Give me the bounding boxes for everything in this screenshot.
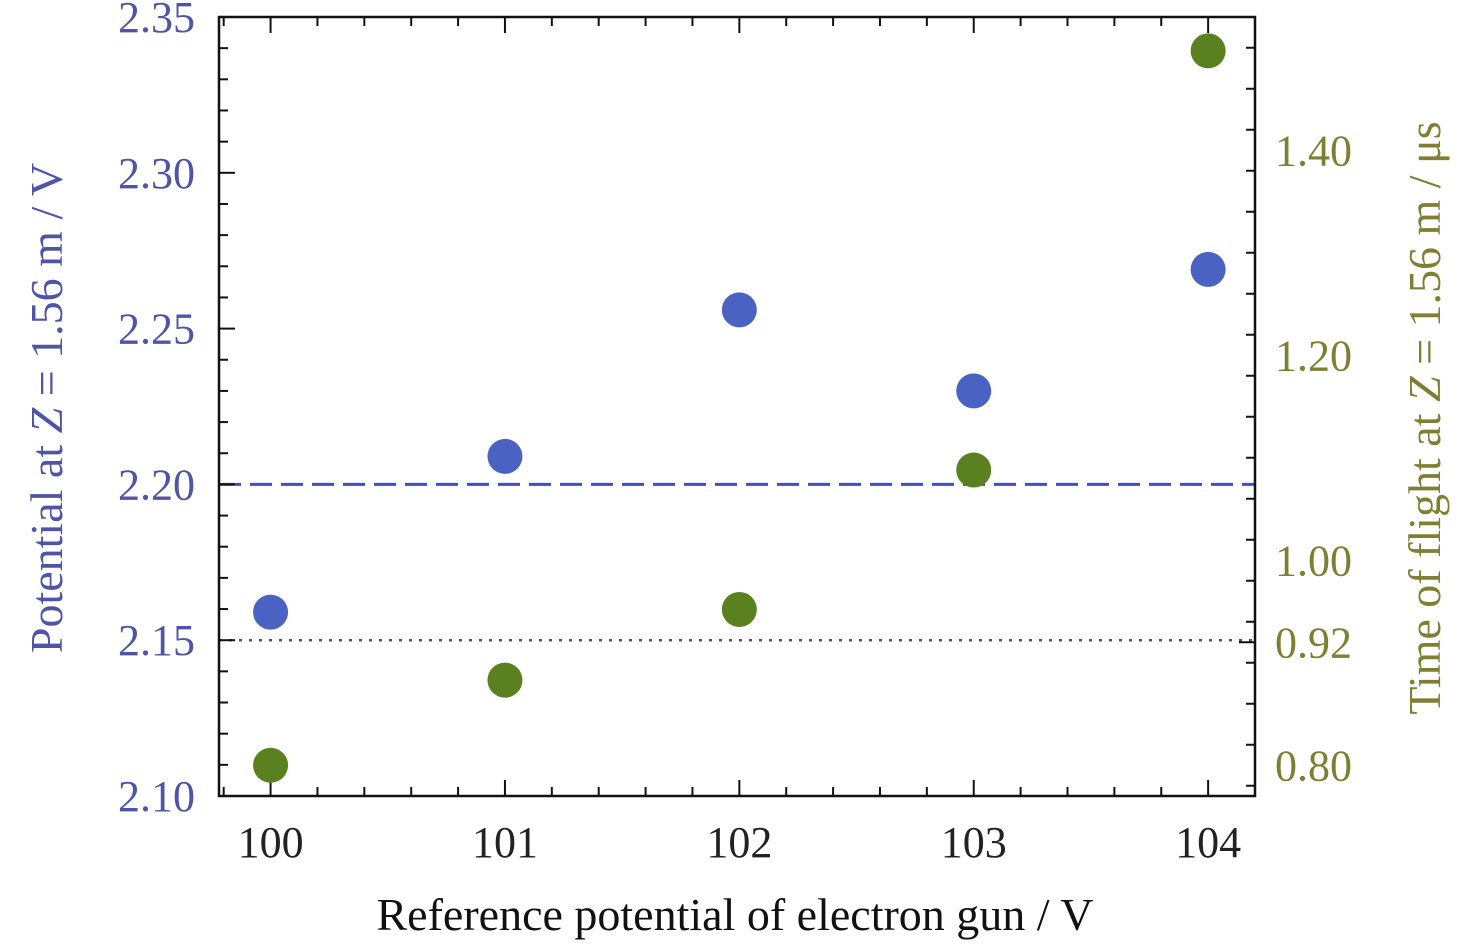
- right-tick-label: 1.00: [1275, 536, 1352, 585]
- potential-point: [1190, 251, 1226, 287]
- potential-point: [253, 594, 289, 630]
- x-axis-title: Reference potential of electron gun / V: [377, 889, 1094, 940]
- right-tick-label: 1.20: [1275, 331, 1352, 380]
- left-axis-title-suffix: = 1.56 m / V: [21, 163, 72, 408]
- potential-point: [721, 292, 757, 328]
- plot-frame: [217, 15, 1257, 798]
- tick-marks: [219, 16, 1256, 797]
- time-of-flight-point: [487, 662, 523, 698]
- left-tick-label: 2.35: [118, 0, 195, 42]
- left-axis-title: Potential at Z = 1.56 m / V: [21, 163, 72, 653]
- x-tick-label: 102: [706, 818, 772, 867]
- left-axis-title-variable: Z: [21, 407, 72, 433]
- right-tick-label: 0.80: [1275, 741, 1352, 790]
- right-axis-tick-labels: 0.80 0.92 1.00 1.20 1.40: [1275, 126, 1352, 790]
- left-tick-label: 2.10: [118, 772, 195, 821]
- x-tick-label: 100: [238, 818, 304, 867]
- left-tick-label: 2.20: [118, 460, 195, 509]
- right-axis-title-variable: Z: [1399, 376, 1450, 402]
- x-tick-label: 103: [941, 818, 1007, 867]
- time-of-flight-point: [721, 591, 757, 627]
- right-axis-title-suffix: = 1.56 m / μs: [1399, 121, 1450, 376]
- time-of-flight-point: [253, 747, 289, 783]
- reference-lines: [219, 482, 1255, 642]
- x-tick-label: 104: [1175, 818, 1241, 867]
- time-of-flight-point: [956, 452, 992, 488]
- x-axis-tick-labels: 100 101 102 103 104: [238, 818, 1242, 867]
- right-tick-label: 0.92: [1275, 618, 1352, 667]
- left-axis-title-prefix: Potential at: [21, 433, 72, 653]
- potential-point: [956, 373, 992, 409]
- time-of-flight-point: [1190, 33, 1226, 69]
- left-tick-label: 2.30: [118, 149, 195, 198]
- data-points: [253, 33, 1226, 783]
- left-tick-label: 2.25: [118, 305, 195, 354]
- left-axis-tick-labels: 2.10 2.15 2.20 2.25 2.30 2.35: [118, 0, 195, 821]
- right-tick-label: 1.40: [1275, 126, 1352, 175]
- x-tick-label: 101: [472, 818, 538, 867]
- right-axis-title: Time of flight at Z = 1.56 m / μs: [1399, 121, 1450, 714]
- left-tick-label: 2.15: [118, 616, 195, 665]
- potential-point: [487, 438, 523, 474]
- right-axis-title-prefix: Time of flight at: [1399, 402, 1450, 715]
